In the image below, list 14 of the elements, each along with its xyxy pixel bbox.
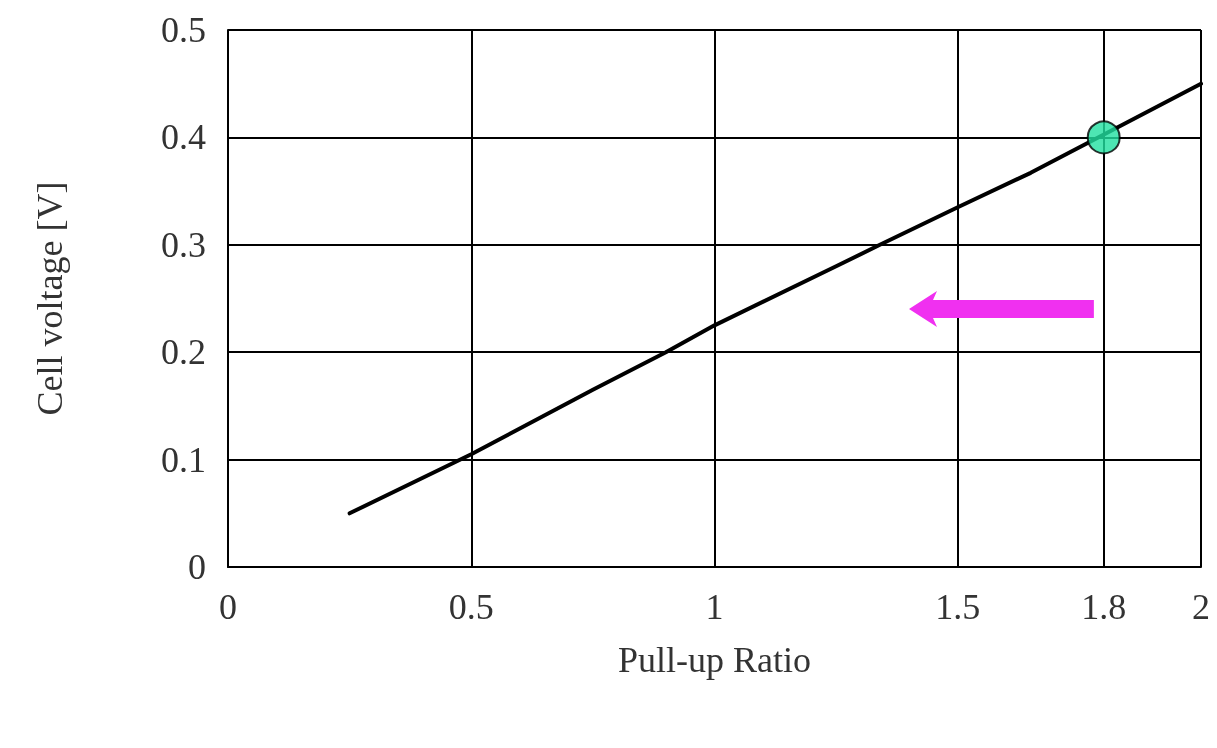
x-axis-title: Pull-up Ratio bbox=[617, 640, 812, 680]
y-axis-title: Cell voltage [V] bbox=[30, 181, 70, 416]
y-tick-label: 0.1 bbox=[161, 439, 206, 480]
y-tick-label: 0.3 bbox=[161, 224, 206, 265]
y-tick-label: 0.5 bbox=[161, 10, 206, 50]
y-tick-label: 0.4 bbox=[161, 117, 206, 158]
y-tick-label: 0.2 bbox=[161, 332, 206, 373]
x-tick-label: 0 bbox=[219, 587, 237, 627]
x-tick-label: 1 bbox=[705, 587, 724, 627]
x-tick-label: 0.5 bbox=[448, 587, 494, 627]
x-tick-label: 1.8 bbox=[1081, 587, 1127, 627]
y-tick-label: 0 bbox=[188, 547, 206, 587]
x-tick-label: 1.5 bbox=[935, 587, 981, 627]
x-tick-label: 2 bbox=[1192, 587, 1210, 627]
